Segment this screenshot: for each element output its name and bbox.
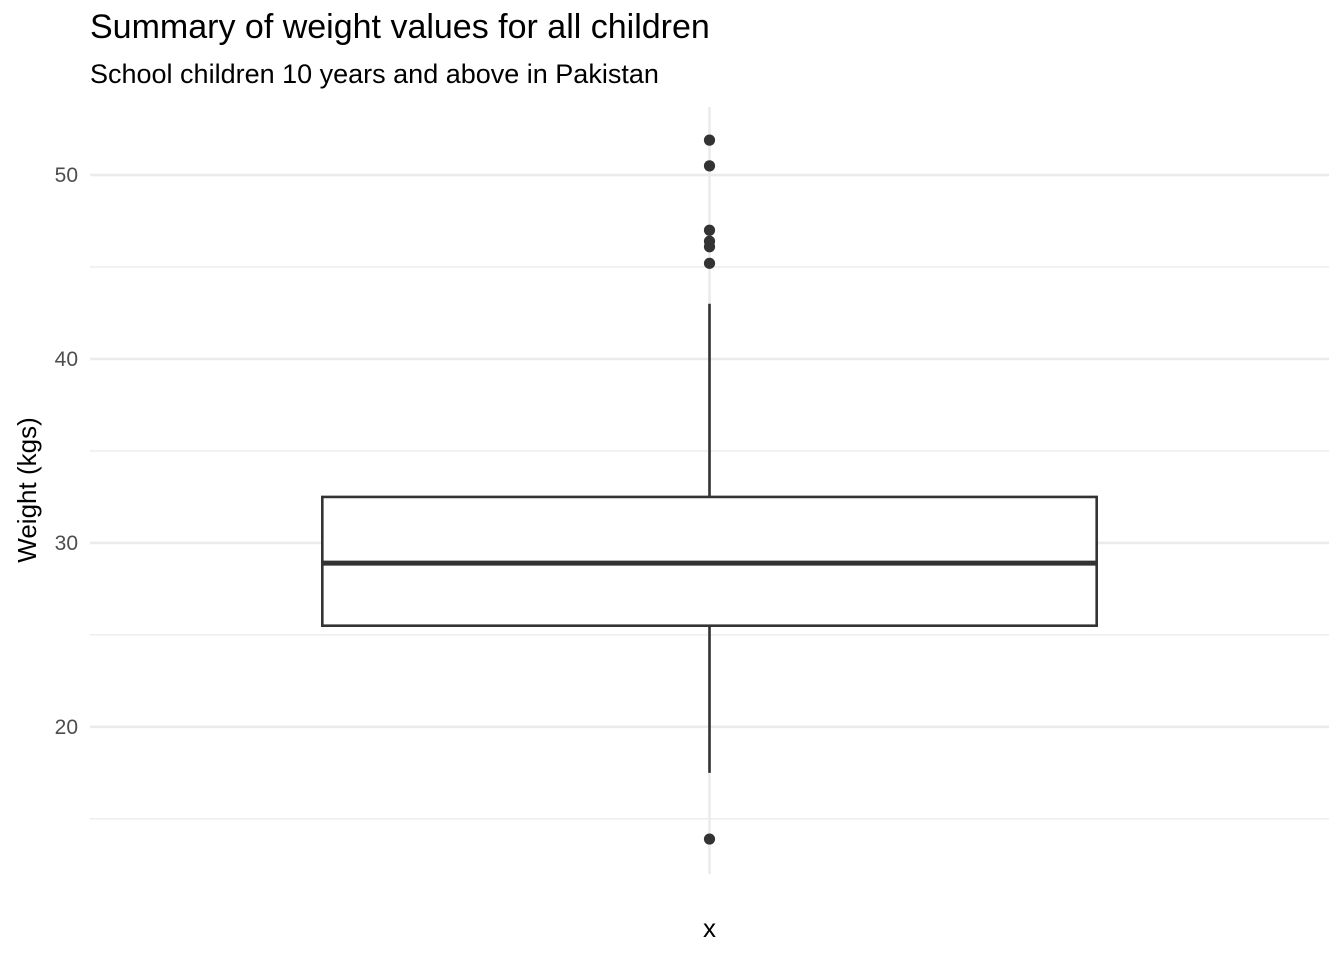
outlier-point (703, 134, 716, 146)
y-tick-label: 30 (55, 532, 78, 555)
y-tick-label: 50 (55, 164, 78, 187)
outlier-point (703, 224, 716, 236)
chart-subtitle: School children 10 years and above in Pa… (90, 59, 659, 89)
outlier-point (703, 257, 716, 269)
y-axis-title: Weight (kgs) (12, 417, 42, 562)
y-tick-label: 40 (55, 348, 78, 371)
outlier-points (703, 134, 716, 845)
y-axis-tick-labels: 20 30 40 50 (55, 164, 78, 739)
outlier-point (703, 160, 716, 172)
x-tick-label: x (703, 913, 716, 943)
outlier-point (703, 833, 716, 845)
box-layer (321, 303, 1098, 773)
outlier-point (703, 235, 716, 247)
y-tick-label: 20 (55, 716, 78, 739)
x-axis-tick-labels: x (703, 913, 716, 943)
chart-title: Summary of weight values for all childre… (90, 8, 710, 46)
